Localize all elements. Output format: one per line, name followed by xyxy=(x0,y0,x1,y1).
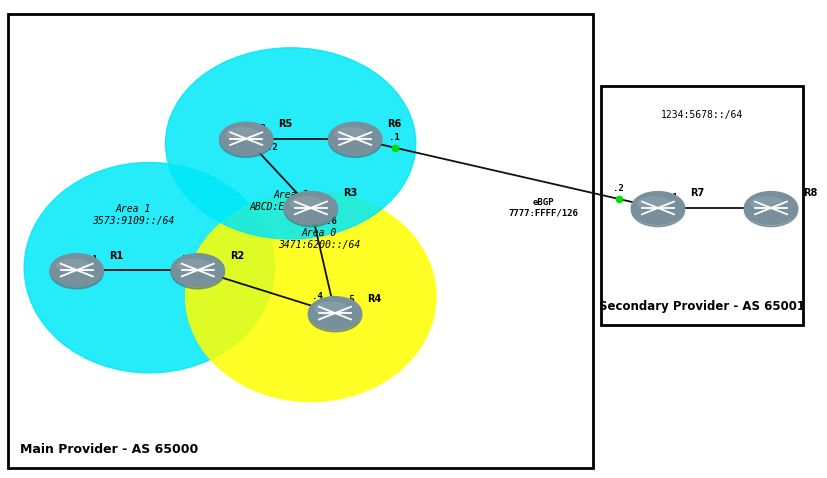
Ellipse shape xyxy=(328,122,382,155)
Text: 1234:5678::/64: 1234:5678::/64 xyxy=(662,110,743,120)
Text: .4: .4 xyxy=(312,293,323,302)
Text: .4: .4 xyxy=(336,124,347,132)
Text: R6: R6 xyxy=(387,119,401,129)
Text: R5: R5 xyxy=(278,119,293,129)
Text: .2: .2 xyxy=(267,143,278,152)
Bar xyxy=(601,86,803,325)
Ellipse shape xyxy=(178,259,210,272)
Ellipse shape xyxy=(291,197,323,210)
Text: eBGP
7777:FFFF/126: eBGP 7777:FFFF/126 xyxy=(508,198,578,217)
Ellipse shape xyxy=(638,197,670,210)
Ellipse shape xyxy=(751,197,783,210)
Text: .3: .3 xyxy=(255,124,265,132)
Ellipse shape xyxy=(57,259,88,272)
Text: Secondary Provider - AS 65001: Secondary Provider - AS 65001 xyxy=(600,300,805,313)
Ellipse shape xyxy=(744,192,797,224)
Text: R3: R3 xyxy=(342,188,357,198)
Text: R8: R8 xyxy=(803,188,817,198)
Text: .1: .1 xyxy=(315,195,326,204)
Ellipse shape xyxy=(186,191,436,402)
Ellipse shape xyxy=(308,297,361,329)
Text: Main Provider - AS 65000: Main Provider - AS 65000 xyxy=(20,444,198,456)
Ellipse shape xyxy=(284,192,337,224)
Text: .6: .6 xyxy=(327,217,337,226)
Ellipse shape xyxy=(165,48,416,239)
Text: .1: .1 xyxy=(667,193,678,202)
Ellipse shape xyxy=(50,254,103,286)
Text: .5: .5 xyxy=(344,295,355,304)
Ellipse shape xyxy=(50,256,103,289)
Ellipse shape xyxy=(315,302,347,315)
Text: R7: R7 xyxy=(690,188,704,198)
Bar xyxy=(8,14,594,468)
Ellipse shape xyxy=(220,122,273,155)
Ellipse shape xyxy=(24,163,275,373)
Ellipse shape xyxy=(631,194,685,227)
Ellipse shape xyxy=(631,192,685,224)
Text: Area 1
3573:9109::/64: Area 1 3573:9109::/64 xyxy=(92,204,174,226)
Text: .3: .3 xyxy=(210,261,221,270)
Ellipse shape xyxy=(328,125,382,157)
Ellipse shape xyxy=(171,254,224,286)
Text: .2: .2 xyxy=(751,193,762,202)
Text: .2: .2 xyxy=(614,184,624,193)
Ellipse shape xyxy=(171,256,224,289)
Text: R1: R1 xyxy=(108,250,123,261)
Text: R4: R4 xyxy=(367,293,381,304)
Ellipse shape xyxy=(284,194,337,227)
Text: .1: .1 xyxy=(87,255,98,264)
Text: .1: .1 xyxy=(390,132,400,141)
Text: R2: R2 xyxy=(230,250,244,261)
Text: Area 0
3471:6200::/64: Area 0 3471:6200::/64 xyxy=(278,228,360,250)
Ellipse shape xyxy=(220,125,273,157)
Text: .2: .2 xyxy=(177,255,188,264)
Ellipse shape xyxy=(335,128,367,141)
Ellipse shape xyxy=(308,299,361,332)
Text: Area 3
ABCD:EF01::/64: Area 3 ABCD:EF01::/64 xyxy=(250,190,332,212)
Ellipse shape xyxy=(227,128,258,141)
Ellipse shape xyxy=(744,194,797,227)
